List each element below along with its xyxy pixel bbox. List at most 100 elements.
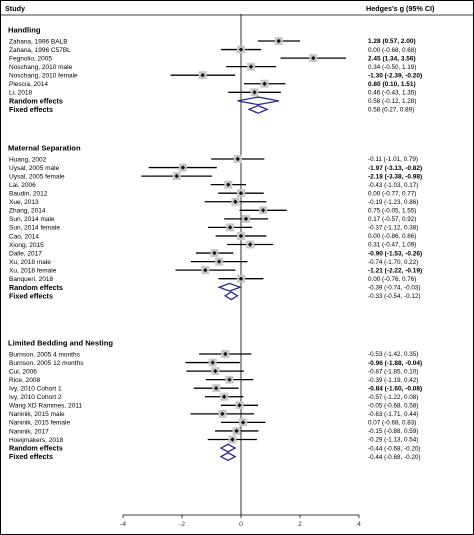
- fixed-effects-ci-text: -0.44 (-0.68, -0.20): [368, 454, 421, 461]
- study-label: Noschang, 2010 male: [9, 64, 73, 71]
- study-label: Sun, 2014 female: [9, 225, 60, 232]
- ci-text: -1.21 (-2.22, -0.19): [368, 267, 422, 274]
- study-label: Sun, 2014 male: [9, 216, 55, 223]
- point-estimate: [174, 173, 179, 179]
- study-label: Cao, 2014: [9, 233, 39, 240]
- fixed-effects-diamond: [247, 104, 269, 114]
- study-label: Noschang, 2010 female: [9, 73, 78, 80]
- random-effects-diamond: [219, 443, 237, 453]
- study-label: Burnson, 2005 4 months: [9, 351, 81, 358]
- ci-text: 0.00 (-0.76, 0.76): [368, 276, 416, 283]
- study-label: Burnson, 2005 12 months: [9, 360, 84, 367]
- fixed-effects-label: Fixed effects: [9, 105, 53, 114]
- study-label: Naninik, 2015 female: [9, 420, 70, 427]
- ci-text: 2.45 (1.34, 3.56): [368, 55, 416, 62]
- point-estimate: [210, 360, 215, 365]
- ci-text: -0.53 (-1.42, 0.35): [368, 351, 418, 358]
- point-estimate: [237, 403, 242, 408]
- random-effects-ci-text: -0.44 (-0.68, -0.20): [368, 445, 421, 452]
- point-estimate: [238, 47, 244, 52]
- study-label: Rice, 2008: [9, 377, 40, 384]
- point-estimate: [216, 259, 222, 264]
- point-estimate: [260, 208, 266, 213]
- x-tick-label: -4: [120, 521, 126, 528]
- point-estimate: [180, 165, 186, 170]
- random-effects-label: Random effects: [9, 283, 63, 292]
- point-estimate: [252, 90, 257, 95]
- point-estimate: [238, 191, 244, 196]
- study-label: Naninik, 2015 male: [9, 411, 65, 418]
- study-label: Hoeijmakers, 2018: [9, 437, 64, 444]
- study-label: Baudin, 2012: [9, 191, 48, 198]
- point-estimate: [238, 233, 244, 239]
- study-label: Fegnolio, 2005: [9, 55, 52, 62]
- ci-text: -0.43 (-1.03, 0.17): [368, 182, 418, 189]
- ci-text: -0.90 (-1.53, -0.26): [368, 250, 422, 257]
- study-label: Huang, 2002: [9, 156, 47, 163]
- fixed-effects-ci-text: 0.58 (0.27, 0.89): [368, 107, 414, 114]
- study-label: Zahana, 1996 BALB: [9, 38, 68, 45]
- x-tick-label: 4: [357, 521, 361, 528]
- group-title: Handling: [8, 26, 41, 35]
- study-label: Li, 2018: [9, 90, 33, 97]
- ci-text: -0.05 (-0.68, 0.58): [368, 403, 418, 410]
- ci-text: -0.37 (-1.12, 0.38): [368, 225, 418, 232]
- ci-text: -0.63 (-1.71, 0.44): [368, 411, 418, 418]
- ci-text: -0.29 (-1.13, 0.54): [368, 437, 418, 444]
- point-estimate: [248, 64, 254, 69]
- ci-text: 0.00 (-0.86, 0.86): [368, 233, 416, 240]
- ci-text: -0.87 (-1.85, 0.10): [368, 368, 418, 375]
- ci-text: -0.39 (-1.19, 0.42): [368, 377, 418, 384]
- study-label: Uysal, 2005 male: [9, 165, 60, 172]
- point-estimate: [226, 182, 231, 187]
- group-title: Maternal Separation: [8, 144, 81, 153]
- ci-text: -0.84 (-1.60, -0.08): [368, 385, 422, 392]
- point-estimate: [262, 81, 267, 86]
- study-label: Uysal, 2005 female: [9, 173, 65, 180]
- header-study: Study: [5, 4, 25, 13]
- fixed-effects-diamond: [219, 452, 237, 462]
- ci-text: -1.30 (-2.39, -0.20): [368, 72, 422, 79]
- x-tick-label: 0: [239, 521, 243, 528]
- ci-text: -2.18 (-3.38, -0.98): [368, 173, 422, 180]
- point-estimate: [235, 156, 240, 162]
- study-label: Wang XD Rammes, 2011: [9, 403, 82, 410]
- point-estimate: [311, 55, 316, 61]
- point-estimate: [238, 276, 244, 281]
- point-estimate: [213, 368, 218, 374]
- point-estimate: [227, 225, 233, 230]
- ci-text: -0.19 (-1.23, 0.86): [368, 199, 418, 206]
- ci-text: 0.46 (-0.43, 1.35): [368, 90, 416, 97]
- study-label: Zhang, 2014: [9, 208, 46, 215]
- ci-text: 0.80 (0.10, 1.51): [368, 81, 416, 88]
- point-estimate: [227, 377, 232, 382]
- point-estimate: [220, 411, 225, 417]
- fixed-effects-label: Fixed effects: [9, 452, 53, 461]
- point-estimate: [276, 38, 281, 44]
- ci-text: 0.07 (-0.68, 0.83): [368, 420, 416, 427]
- random-effects-ci-text: -0.39 (-0.74, -0.03): [368, 284, 421, 291]
- ci-text: 1.28 (0.57, 2.00): [368, 38, 416, 45]
- study-label: Naninik, 2017: [9, 428, 49, 435]
- study-label: Xu, 2018 male: [9, 259, 51, 266]
- study-label: Zahana, 1996 C57BL: [9, 47, 71, 54]
- random-effects-diamond: [217, 282, 243, 292]
- ci-text: -0.96 (-1.88, -0.04): [368, 360, 422, 367]
- header-effect: Hedges's g (95% CI): [366, 4, 435, 13]
- x-tick-label: 2: [298, 521, 302, 528]
- ci-text: 0.34 (-0.50, 1.19): [368, 64, 416, 71]
- study-label: Xiong, 2015: [9, 242, 44, 249]
- fixed-effects-ci-text: -0.33 (-0.54, -0.12): [368, 293, 421, 300]
- random-effects-diamond: [237, 96, 279, 106]
- ci-text: -0.15 (-0.88, 0.59): [368, 428, 418, 435]
- point-estimate: [230, 437, 235, 442]
- ci-text: -0.74 (-1.70, 0.22): [368, 259, 418, 266]
- study-label: Xu, 2018 female: [9, 267, 57, 274]
- point-estimate: [212, 250, 217, 256]
- fixed-effects-diamond: [223, 291, 239, 301]
- ci-text: 0.75 (-0.05, 1.55): [368, 208, 416, 215]
- study-label: Cui, 2006: [9, 368, 37, 375]
- study-label: Xue, 2013: [9, 199, 39, 206]
- random-effects-label: Random effects: [9, 444, 63, 453]
- point-estimate: [214, 386, 219, 391]
